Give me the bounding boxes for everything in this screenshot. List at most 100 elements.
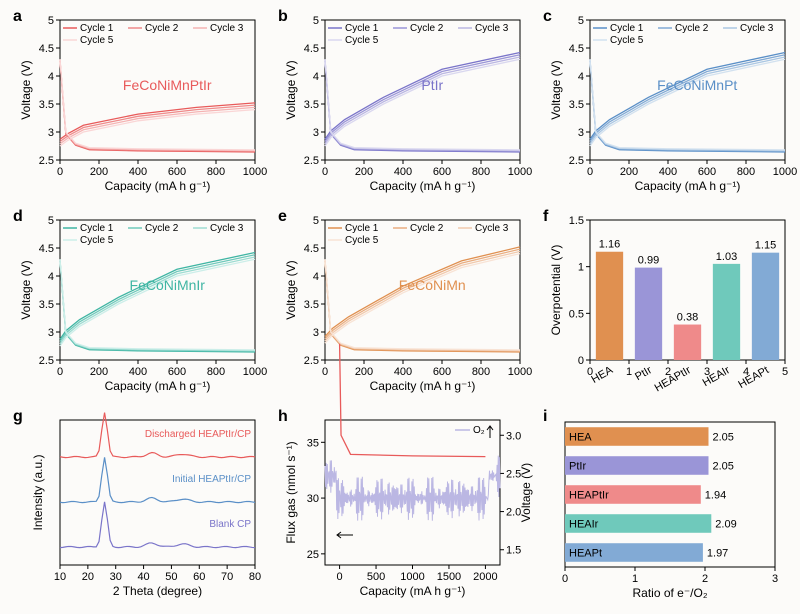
svg-text:4.5: 4.5 xyxy=(569,43,584,55)
svg-text:200: 200 xyxy=(355,166,373,178)
panel-c: c020040060080010002.533.544.55Capacity (… xyxy=(545,10,795,200)
svg-text:3.0: 3.0 xyxy=(506,430,521,442)
svg-text:Capacity (mA h g⁻¹): Capacity (mA h g⁻¹) xyxy=(105,179,211,193)
svg-text:4: 4 xyxy=(48,271,54,283)
svg-text:Capacity (mA h g⁻¹): Capacity (mA h g⁻¹) xyxy=(360,584,466,598)
svg-text:Cycle 5: Cycle 5 xyxy=(80,235,114,246)
svg-text:Cycle 2: Cycle 2 xyxy=(145,23,179,34)
svg-text:1: 1 xyxy=(578,262,584,274)
panel-label: c xyxy=(543,8,552,26)
svg-text:400: 400 xyxy=(394,366,412,378)
svg-text:Cycle 1: Cycle 1 xyxy=(80,23,114,34)
svg-text:800: 800 xyxy=(737,166,755,178)
svg-text:Cycle 3: Cycle 3 xyxy=(210,223,244,234)
svg-text:400: 400 xyxy=(129,366,147,378)
svg-text:2 Theta (degree): 2 Theta (degree) xyxy=(113,584,202,598)
svg-text:5: 5 xyxy=(782,366,788,378)
svg-text:1000: 1000 xyxy=(243,166,267,178)
panel-label: g xyxy=(13,408,23,426)
svg-text:Cycle 3: Cycle 3 xyxy=(475,223,509,234)
svg-text:Capacity (mA h g⁻¹): Capacity (mA h g⁻¹) xyxy=(635,179,741,193)
svg-text:1.97: 1.97 xyxy=(707,548,728,560)
svg-text:200: 200 xyxy=(90,166,108,178)
panel-label: e xyxy=(278,208,287,226)
svg-text:0.5: 0.5 xyxy=(569,308,584,320)
svg-text:500: 500 xyxy=(367,571,385,583)
svg-text:600: 600 xyxy=(433,366,451,378)
svg-text:Flux gas (nmol s⁻¹): Flux gas (nmol s⁻¹) xyxy=(284,441,298,543)
svg-text:0: 0 xyxy=(562,573,568,585)
svg-text:HEAPt: HEAPt xyxy=(736,364,771,391)
svg-text:O₂: O₂ xyxy=(473,425,485,436)
svg-text:Voltage (V): Voltage (V) xyxy=(519,463,533,522)
svg-text:1.94: 1.94 xyxy=(705,490,726,502)
svg-text:PtIr: PtIr xyxy=(633,364,654,383)
svg-text:0: 0 xyxy=(578,355,584,367)
svg-text:1.16: 1.16 xyxy=(599,239,620,251)
panel-e: e020040060080010002.533.544.55Capacity (… xyxy=(280,210,530,400)
svg-text:4.5: 4.5 xyxy=(39,243,54,255)
svg-text:HEAPt: HEAPt xyxy=(569,548,602,560)
svg-text:1: 1 xyxy=(626,366,632,378)
svg-text:Capacity (mA h g⁻¹): Capacity (mA h g⁻¹) xyxy=(370,179,476,193)
svg-text:2.5: 2.5 xyxy=(39,155,54,167)
svg-text:HEAIr: HEAIr xyxy=(569,519,599,531)
svg-text:600: 600 xyxy=(433,166,451,178)
panel-i: i0123Ratio of e⁻/O₂HEA2.05PtIr2.05HEAPtI… xyxy=(545,410,795,600)
svg-text:Ratio of e⁻/O₂: Ratio of e⁻/O₂ xyxy=(632,586,707,600)
svg-text:0: 0 xyxy=(322,366,328,378)
svg-text:HEAPtIr: HEAPtIr xyxy=(569,490,609,502)
panel-label: i xyxy=(543,408,547,426)
svg-text:25: 25 xyxy=(307,549,319,561)
svg-text:0: 0 xyxy=(337,571,343,583)
svg-text:0.38: 0.38 xyxy=(677,312,698,324)
panel-a: a020040060080010002.533.544.55Capacity (… xyxy=(15,10,265,200)
svg-text:3.5: 3.5 xyxy=(39,99,54,111)
svg-text:5: 5 xyxy=(48,15,54,27)
svg-text:1000: 1000 xyxy=(508,366,532,378)
svg-text:4.5: 4.5 xyxy=(304,243,319,255)
svg-text:Initial HEAPtIr/CP: Initial HEAPtIr/CP xyxy=(172,474,251,485)
svg-text:3.5: 3.5 xyxy=(304,99,319,111)
svg-text:800: 800 xyxy=(472,366,490,378)
svg-text:4: 4 xyxy=(48,71,54,83)
svg-text:3: 3 xyxy=(313,127,319,139)
panel-label: h xyxy=(278,408,288,426)
svg-text:3.5: 3.5 xyxy=(39,299,54,311)
svg-text:2.05: 2.05 xyxy=(713,432,734,444)
svg-text:3.5: 3.5 xyxy=(304,299,319,311)
svg-text:Cycle 5: Cycle 5 xyxy=(345,35,379,46)
svg-text:Discharged HEAPtIr/CP: Discharged HEAPtIr/CP xyxy=(145,429,251,440)
svg-text:Cycle 5: Cycle 5 xyxy=(80,35,114,46)
svg-text:0: 0 xyxy=(57,166,63,178)
svg-text:Voltage (V): Voltage (V) xyxy=(284,260,298,319)
panel-g: g10203040506070802 Theta (degree)Intensi… xyxy=(15,410,265,600)
svg-text:HEA: HEA xyxy=(589,364,615,386)
svg-text:800: 800 xyxy=(207,366,225,378)
svg-text:Voltage (V): Voltage (V) xyxy=(284,60,298,119)
svg-text:5: 5 xyxy=(313,215,319,227)
svg-text:1.5: 1.5 xyxy=(569,215,584,227)
svg-text:800: 800 xyxy=(207,166,225,178)
svg-text:2.5: 2.5 xyxy=(304,355,319,367)
svg-text:0: 0 xyxy=(587,166,593,178)
svg-text:Cycle 5: Cycle 5 xyxy=(345,235,379,246)
svg-text:200: 200 xyxy=(355,366,373,378)
svg-text:2.05: 2.05 xyxy=(713,461,734,473)
svg-text:600: 600 xyxy=(168,166,186,178)
svg-text:40: 40 xyxy=(137,571,149,583)
svg-text:10: 10 xyxy=(54,571,66,583)
svg-text:1500: 1500 xyxy=(437,571,461,583)
svg-text:1: 1 xyxy=(632,573,638,585)
svg-text:Cycle 3: Cycle 3 xyxy=(210,23,244,34)
svg-text:Cycle 1: Cycle 1 xyxy=(345,23,379,34)
svg-text:4.5: 4.5 xyxy=(304,43,319,55)
svg-text:1000: 1000 xyxy=(508,166,532,178)
svg-text:1000: 1000 xyxy=(773,166,797,178)
svg-text:2.09: 2.09 xyxy=(715,519,736,531)
svg-text:5: 5 xyxy=(578,15,584,27)
svg-text:Voltage (V): Voltage (V) xyxy=(19,260,33,319)
svg-text:3: 3 xyxy=(313,327,319,339)
svg-text:70: 70 xyxy=(221,571,233,583)
svg-text:PtIr: PtIr xyxy=(569,461,586,473)
